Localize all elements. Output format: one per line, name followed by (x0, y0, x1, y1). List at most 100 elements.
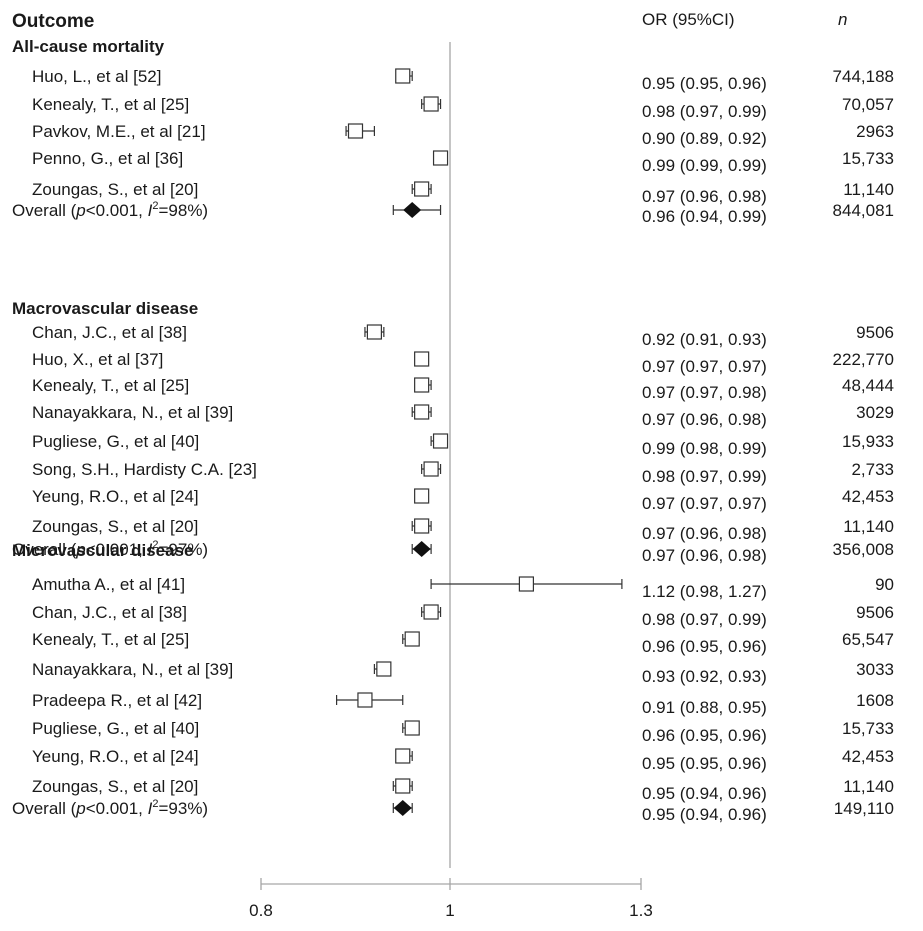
n-value: 3029 (856, 403, 894, 422)
n-value: 15,733 (842, 149, 894, 168)
study-label: Zoungas, S., et al [20] (32, 517, 198, 536)
overall-label-part: Overall ( (12, 540, 77, 559)
point-estimate (414, 351, 430, 367)
or-ci-value: 0.97 (0.97, 0.97) (642, 357, 767, 376)
overall-label: Overall (p<0.001, I2=98%) (12, 200, 208, 220)
overall-or-ci-value: 0.96 (0.94, 0.99) (642, 207, 767, 226)
overall-label-part: p (75, 540, 85, 559)
header-n: n (838, 10, 847, 29)
study-row: Amutha A., et al [41] 1.12 (0.98, 1.27) 90 (32, 575, 894, 601)
point-estimate (432, 150, 449, 166)
study-label: Song, S.H., Hardisty C.A. [23] (32, 460, 257, 479)
n-value: 15,933 (842, 432, 894, 451)
study-row: Chan, J.C., et al [38] 0.98 (0.97, 0.99) 9… (32, 603, 894, 629)
study-row: Huo, X., et al [37] 0.97 (0.97, 0.97) 222,… (32, 350, 894, 376)
study-label: Pavkov, M.E., et al [21] (32, 122, 206, 141)
study-row: Pavkov, M.E., et al [21] 0.90 (0.89, 0.92… (32, 122, 894, 148)
section-title: Microvascular disease (12, 541, 193, 560)
overall-n-value: 356,008 (833, 540, 894, 559)
or-ci-value: 0.91 (0.88, 0.95) (642, 698, 767, 717)
study-row: Yeung, R.O., et al [24] 0.95 (0.95, 0.96)… (32, 747, 894, 773)
n-value: 42,453 (842, 487, 894, 506)
study-row: Zoungas, S., et al [20] 0.97 (0.96, 0.98)… (32, 517, 894, 543)
study-row: Zoungas, S., et al [20] 0.97 (0.96, 0.98)… (32, 180, 894, 206)
section-title: Macrovascular disease (12, 299, 198, 318)
overall-label-part: p (75, 799, 85, 818)
n-value: 3033 (856, 660, 894, 679)
study-label: Nanayakkara, N., et al [39] (32, 660, 233, 679)
or-ci-value: 0.96 (0.95, 0.96) (642, 726, 767, 745)
overall-label-part: <0.001, (86, 540, 148, 559)
header-or-ci: OR (95%CI) (642, 10, 735, 29)
or-ci-value: 0.97 (0.97, 0.97) (642, 494, 767, 513)
n-value: 9506 (856, 603, 894, 622)
study-row: Nanayakkara, N., et al [39] 0.93 (0.92, 0… (32, 660, 894, 686)
study-row: Yeung, R.O., et al [24] 0.97 (0.97, 0.97)… (32, 487, 894, 513)
overall-label-part: <0.001, (86, 201, 148, 220)
point-estimate (414, 518, 430, 534)
overall-n-value: 149,110 (834, 799, 894, 818)
study-row: Zoungas, S., et al [20] 0.95 (0.94, 0.96)… (32, 777, 894, 803)
study-row: Penno, G., et al [36] 0.99 (0.99, 0.99) 15… (32, 149, 894, 175)
overall-label-part: <0.001, (86, 799, 148, 818)
overall-or-ci-value: 0.97 (0.96, 0.98) (642, 546, 767, 565)
n-value: 65,547 (842, 630, 894, 649)
overall-label-part: I (148, 201, 153, 220)
or-ci-value: 0.97 (0.96, 0.98) (642, 524, 767, 543)
study-label: Pugliese, G., et al [40] (32, 432, 199, 451)
overall-label-part: I (148, 799, 153, 818)
overall-diamond (403, 202, 422, 218)
overall-label-part: =93%) (158, 799, 208, 818)
n-value: 11,140 (843, 180, 894, 199)
study-label: Chan, J.C., et al [38] (32, 323, 187, 342)
overall-diamond (393, 800, 412, 816)
overall-label-part: =97%) (158, 540, 208, 559)
point-estimate (423, 96, 439, 112)
overall-label-part: I (148, 540, 153, 559)
n-value: 11,140 (843, 777, 894, 796)
study-label: Zoungas, S., et al [20] (32, 777, 198, 796)
study-label: Amutha A., et al [41] (32, 575, 185, 594)
or-ci-value: 0.92 (0.91, 0.93) (642, 330, 767, 349)
study-label: Chan, J.C., et al [38] (32, 603, 187, 622)
x-tick-label: 1.3 (629, 901, 653, 920)
study-label: Yeung, R.O., et al [24] (32, 747, 199, 766)
overall-label-part: 2 (152, 200, 158, 212)
point-estimate (395, 68, 411, 84)
study-label: Huo, L., et al [52] (32, 67, 161, 86)
or-ci-value: 0.90 (0.89, 0.92) (642, 129, 767, 148)
study-row: Kenealy, T., et al [25] 0.98 (0.97, 0.99)… (32, 95, 894, 121)
point-estimate (404, 720, 420, 736)
overall-label-part: Overall ( (12, 799, 77, 818)
study-label: Kenealy, T., et al [25] (32, 630, 189, 649)
point-estimate (414, 488, 430, 504)
point-estimate (376, 661, 392, 677)
or-ci-value: 0.96 (0.95, 0.96) (642, 637, 767, 656)
point-estimate (347, 123, 364, 139)
or-ci-value: 0.95 (0.95, 0.96) (642, 74, 767, 93)
study-row: Kenealy, T., et al [25] 0.97 (0.97, 0.98)… (32, 376, 894, 402)
x-axis: 0.8 1 1.3 (249, 878, 653, 920)
n-value: 70,057 (842, 95, 894, 114)
point-estimate (357, 692, 373, 708)
point-estimate (414, 377, 430, 393)
study-label: Yeung, R.O., et al [24] (32, 487, 199, 506)
overall-n-value: 844,081 (833, 201, 894, 220)
or-ci-value: 0.95 (0.94, 0.96) (642, 784, 767, 803)
study-row: Kenealy, T., et al [25] 0.96 (0.95, 0.96)… (32, 630, 894, 656)
n-value: 2963 (856, 122, 894, 141)
overall-row: Overall (p<0.001, I2=98%) 0.96 (0.94, 0.9… (12, 200, 894, 226)
point-estimate (414, 404, 430, 420)
or-ci-value: 0.99 (0.99, 0.99) (642, 156, 767, 175)
point-estimate (518, 576, 535, 592)
study-label: Kenealy, T., et al [25] (32, 95, 189, 114)
study-row: Chan, J.C., et al [38] 0.92 (0.91, 0.93) 9… (32, 323, 894, 349)
n-value: 11,140 (843, 517, 894, 536)
study-row: Pugliese, G., et al [40] 0.96 (0.95, 0.96… (32, 719, 894, 745)
overall-label: Overall (p<0.001, I2=97%) (12, 539, 208, 559)
or-ci-value: 0.98 (0.97, 0.99) (642, 467, 767, 486)
overall-label-part: =98%) (158, 201, 208, 220)
overall-label-part: 2 (152, 539, 158, 551)
point-estimate (395, 778, 411, 794)
